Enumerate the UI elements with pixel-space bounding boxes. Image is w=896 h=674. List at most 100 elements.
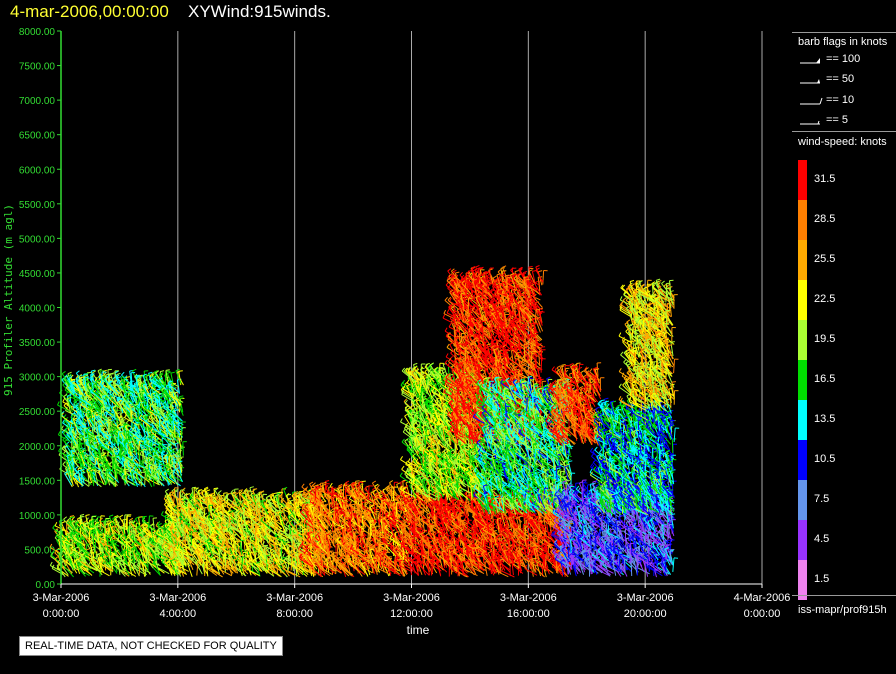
wind-barb <box>115 517 122 532</box>
wind-barb <box>182 441 184 456</box>
wind-barb-flag <box>90 373 95 375</box>
wind-barb-flag <box>92 439 97 442</box>
wind-barb <box>122 527 128 541</box>
wind-barb-flag <box>70 519 75 523</box>
wind-profile-chart: 0.00500.001000.001500.002000.002500.0030… <box>2 27 790 637</box>
wind-barb <box>94 540 97 555</box>
wind-barb <box>173 459 175 474</box>
wind-barb-flag <box>61 521 66 524</box>
wind-barb-flag <box>94 522 100 524</box>
wind-barb-flag <box>108 416 113 418</box>
wind-barb-flag <box>167 371 172 375</box>
wind-barb-flag <box>71 516 76 520</box>
wind-barb-flag <box>133 403 138 406</box>
wind-barb <box>113 516 120 531</box>
wind-barb-flag <box>88 561 91 566</box>
wind-barb-flag <box>112 516 117 519</box>
wind-barb-flag <box>67 542 72 544</box>
wind-barb <box>117 560 121 575</box>
wind-barb-flag <box>165 420 170 422</box>
wind-barb-flag <box>126 376 131 378</box>
wind-barb-flag <box>74 546 80 549</box>
wind-barb <box>136 564 148 576</box>
wind-barb-flag <box>206 489 211 492</box>
wind-barb-flag <box>125 392 130 394</box>
wind-barb-flag <box>112 537 117 540</box>
wind-barb-flag <box>130 406 135 408</box>
wind-barb <box>240 509 242 524</box>
wind-barb <box>56 567 69 577</box>
wind-barb-flag <box>128 427 132 432</box>
wind-barb-flag <box>57 401 60 406</box>
wind-barb-flag <box>99 528 103 533</box>
wind-barb-flag <box>70 456 75 458</box>
wind-barb-flag <box>72 520 77 523</box>
wind-barb <box>85 520 98 530</box>
wind-barb <box>85 550 92 564</box>
wind-barb-flag <box>63 516 68 520</box>
wind-barb-flag <box>88 551 92 555</box>
wind-barb-flag <box>61 370 66 375</box>
wind-barb-flag <box>128 520 133 524</box>
wind-barb <box>123 514 126 529</box>
wind-barb-flag <box>253 488 258 490</box>
wind-barb <box>88 553 100 565</box>
wind-barb-flag <box>62 398 66 403</box>
wind-barb-flag <box>63 393 68 398</box>
wind-barb <box>92 532 95 548</box>
wind-barb-flag <box>152 455 157 457</box>
wind-barb <box>118 562 128 575</box>
wind-barb-flag <box>75 370 80 374</box>
wind-barb-flag <box>76 533 81 536</box>
wind-barb <box>148 515 150 530</box>
wind-barb-flag <box>80 513 85 516</box>
wind-barb <box>157 399 159 414</box>
wind-barb-flag <box>50 551 54 555</box>
wind-barb-flag <box>148 553 152 557</box>
wind-barb-flag <box>54 521 58 527</box>
wind-barb-flag <box>282 556 287 559</box>
wind-barb-flag <box>74 466 79 470</box>
wind-barb-flag <box>160 511 164 516</box>
wind-barb <box>144 470 146 485</box>
wind-barb <box>113 558 118 573</box>
wind-barb-flag <box>150 374 155 376</box>
wind-barb-flag <box>70 426 75 429</box>
wind-barb-flag <box>119 514 124 518</box>
wind-barb-flag <box>165 369 170 371</box>
wind-barb-flag <box>95 525 100 528</box>
wind-barb <box>99 515 102 530</box>
wind-barb-flag <box>55 532 59 537</box>
wind-barb-flag <box>105 373 110 376</box>
wind-barb-flag <box>115 515 120 519</box>
wind-barb <box>147 556 157 569</box>
wind-barb-flag <box>198 489 203 491</box>
wind-barb-flag <box>142 448 147 451</box>
wind-barbs <box>49 264 680 578</box>
wind-barb <box>100 407 103 422</box>
wind-barb <box>123 568 137 577</box>
chart-date-title: 4-mar-2006,00:00:00 <box>10 2 169 22</box>
wind-barb-flag <box>100 452 105 454</box>
wind-barb <box>138 402 140 417</box>
wind-barb-flag <box>114 515 119 518</box>
wind-barb-flag <box>85 548 90 551</box>
wind-barb <box>83 554 97 563</box>
wind-barb <box>61 522 68 537</box>
wind-barb-flag <box>66 517 71 522</box>
wind-barb-flag <box>97 534 102 536</box>
wind-barb <box>95 525 103 539</box>
wind-barb-flag <box>283 486 288 490</box>
wind-barb <box>108 527 112 542</box>
wind-barb-flag <box>62 461 66 465</box>
wind-barb-flag <box>85 514 90 516</box>
wind-barb-flag <box>121 371 125 376</box>
wind-barb-flag <box>176 370 181 374</box>
wind-barb <box>158 418 161 433</box>
wind-barb-flag <box>109 514 114 517</box>
wind-barb-flag <box>151 392 156 395</box>
wind-barb-flag <box>156 468 161 470</box>
wind-barb-flag <box>100 520 105 523</box>
wind-barb-flag <box>118 559 123 562</box>
wind-barb <box>138 554 144 569</box>
